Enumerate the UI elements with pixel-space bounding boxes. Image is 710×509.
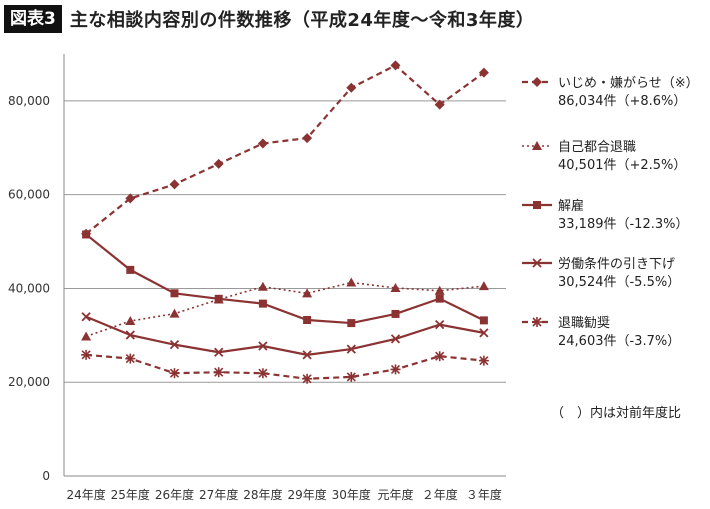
x-tick-label: 元年度 [377, 487, 413, 502]
data-point [346, 371, 357, 382]
y-tick-label: 60,000 [8, 188, 50, 202]
data-point [346, 344, 356, 354]
x-tick-label: ３年度 [466, 487, 502, 502]
x-tick-label: 27年度 [199, 487, 238, 502]
legend-value: 24,603件（-3.7%） [558, 334, 680, 349]
data-point [434, 285, 445, 295]
data-point [390, 334, 401, 344]
data-point [478, 67, 489, 78]
data-point [434, 351, 445, 362]
legend-marker [532, 317, 542, 327]
data-point [391, 309, 400, 318]
data-point [169, 179, 180, 190]
x-tick-label: 28年度 [243, 487, 282, 502]
data-point [213, 158, 224, 169]
data-point [435, 319, 445, 330]
y-tick-label: 40,000 [8, 281, 50, 295]
data-point [302, 133, 313, 144]
chart-header: 図表3 主な相談内容別の件数推移（平成24年度〜令和3年度） [4, 4, 534, 34]
data-point [81, 331, 92, 341]
legend-value: 30,524件（-5.5%） [558, 275, 680, 290]
series-line-0 [85, 64, 485, 235]
data-point [435, 294, 444, 303]
data-point [81, 312, 91, 322]
data-point [302, 288, 313, 298]
data-point [125, 316, 136, 326]
data-point [390, 364, 401, 375]
data-point [169, 368, 180, 379]
data-point [257, 138, 268, 149]
legend-value: 40,501件（+2.5%） [558, 158, 686, 173]
legend-marker [533, 201, 541, 209]
data-point [258, 341, 268, 351]
figure-badge: 図表3 [4, 5, 62, 33]
data-point [258, 299, 267, 308]
legend-entry: 自己都合退職 [558, 140, 636, 155]
x-tick-label: 24年度 [66, 487, 105, 502]
data-point [390, 282, 401, 292]
data-point [303, 316, 312, 325]
data-point [169, 340, 180, 350]
legend-entry: いじめ・嫌がらせ（※） [558, 76, 699, 91]
legend-entry: 解雇 [558, 198, 584, 214]
data-point [81, 349, 92, 360]
data-point [346, 82, 357, 93]
x-tick-label: 26年度 [155, 487, 194, 502]
legend-marker [532, 258, 542, 268]
data-point [125, 193, 136, 204]
data-point [257, 281, 268, 291]
legend-marker [532, 77, 542, 87]
data-point [478, 281, 489, 291]
series-line-1 [85, 281, 484, 338]
data-point [257, 368, 268, 379]
data-point [478, 355, 489, 366]
data-point [169, 308, 180, 318]
data-point [302, 373, 313, 384]
x-tick-label: 30年度 [332, 487, 371, 502]
data-point [214, 294, 223, 303]
data-point [479, 328, 489, 338]
legend-marker [532, 141, 542, 150]
y-tick-label: 80,000 [8, 94, 50, 108]
legend-value: 86,034件（+8.6%） [558, 94, 686, 109]
data-point [125, 353, 136, 364]
data-point [213, 367, 224, 378]
data-point [479, 316, 488, 325]
legend-entry: 労働条件の引き下げ [558, 256, 675, 272]
x-tick-label: 29年度 [287, 487, 326, 502]
x-tick-label: 25年度 [111, 487, 150, 502]
x-tick-label: ２年度 [422, 487, 458, 502]
chart-title: 主な相談内容別の件数推移（平成24年度〜令和3年度） [69, 10, 535, 31]
series-line-3 [85, 315, 485, 356]
data-point [125, 330, 135, 340]
data-point [214, 347, 224, 357]
series-line-4 [86, 353, 485, 380]
data-point [82, 230, 91, 239]
y-tick-label: 20,000 [8, 375, 50, 389]
data-point [170, 289, 179, 298]
data-point [126, 265, 135, 274]
data-point [390, 60, 401, 71]
data-point [346, 277, 357, 287]
data-point [347, 319, 356, 328]
legend-value: 33,189件（-12.3%） [558, 217, 688, 232]
series-line-2 [85, 233, 485, 325]
footnote: （ ）内は対前年度比 [551, 405, 681, 421]
y-tick-label: 0 [42, 469, 50, 483]
data-point [302, 350, 312, 360]
legend-entry: 退職勧奨 [558, 315, 610, 331]
data-point [434, 99, 445, 110]
